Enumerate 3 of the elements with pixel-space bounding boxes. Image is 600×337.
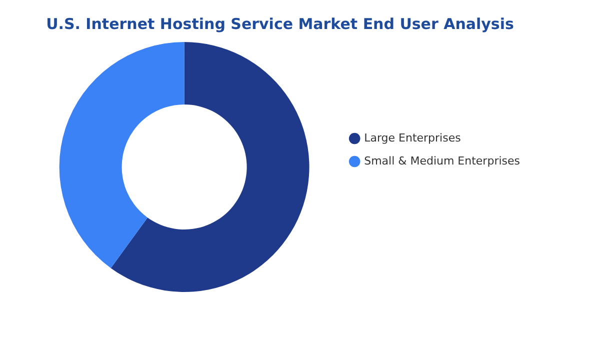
chart-title: U.S. Internet Hosting Service Market End User Analysis [46,14,514,33]
legend-label: Large Enterprises [364,131,462,144]
legend-label: Small & Medium Enterprises [364,154,520,168]
